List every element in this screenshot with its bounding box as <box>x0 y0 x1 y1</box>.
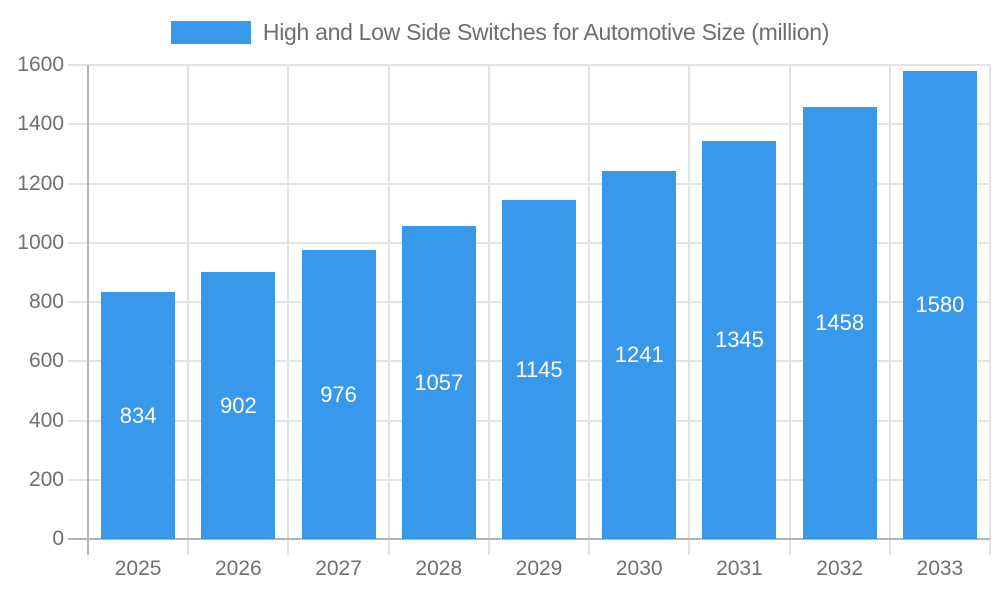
bar-2032: 1458 <box>802 107 877 539</box>
bar-value-label: 1580 <box>915 292 965 317</box>
bar-2031: 1345 <box>702 141 777 539</box>
bar-value-label: 834 <box>119 402 157 428</box>
y-tick-label: 400 <box>28 408 64 432</box>
x-grid-line <box>788 65 791 555</box>
bar-value-label: 1057 <box>414 369 464 395</box>
x-tick-label: 2029 <box>515 557 563 580</box>
y-tick-label: 0 <box>52 527 64 550</box>
bar-2033: 1580 <box>902 71 977 539</box>
x-grid-line <box>588 65 591 555</box>
bar-value-label: 1145 <box>515 356 563 382</box>
x-tick-label: 2027 <box>315 557 362 580</box>
x-tick-label: 2026 <box>214 557 262 580</box>
y-tick-label: 200 <box>28 467 64 491</box>
y-tick-label: 1400 <box>17 112 64 136</box>
bar-value-label: 902 <box>219 392 257 418</box>
bar-2028: 1057 <box>401 226 476 539</box>
bar-2025: 834 <box>101 292 176 539</box>
y-tick-label: 600 <box>28 349 64 373</box>
x-tick-label: 2033 <box>916 557 964 580</box>
bar-2029: 1145 <box>502 200 576 539</box>
x-grid-line <box>487 65 490 555</box>
bar-2030: 1241 <box>602 171 677 539</box>
x-grid-line <box>187 65 190 555</box>
x-tick-label: 2030 <box>615 557 663 580</box>
x-axis-line <box>68 538 990 540</box>
bar-value-label: 1458 <box>815 310 865 335</box>
x-tick-label: 2032 <box>816 557 864 580</box>
bar-value-label: 1241 <box>614 342 664 367</box>
y-axis-line <box>87 65 89 555</box>
x-grid-line <box>287 65 290 555</box>
x-grid-line <box>989 65 991 555</box>
x-tick-label: 2028 <box>415 557 463 580</box>
chart-title: High and Low Side Switches for Automotiv… <box>262 19 830 45</box>
chart-legend[interactable]: High and Low Side Switches for Automotiv… <box>0 19 1000 46</box>
bar-value-label: 1345 <box>714 327 764 352</box>
legend-swatch-icon <box>170 21 251 44</box>
x-tick-label: 2031 <box>716 557 763 580</box>
bar-value-label: 976 <box>320 381 357 407</box>
x-tick-label: 2025 <box>114 557 162 580</box>
y-grid-line <box>68 182 990 185</box>
y-tick-label: 1600 <box>17 53 64 76</box>
y-grid-line <box>68 64 990 66</box>
y-grid-line <box>68 123 990 126</box>
y-tick-label: 1000 <box>17 230 64 254</box>
x-grid-line <box>387 65 390 555</box>
bar-2026: 902 <box>201 272 276 539</box>
x-grid-line <box>888 65 891 555</box>
y-tick-label: 800 <box>28 290 64 313</box>
y-tick-label: 1200 <box>17 171 64 195</box>
x-grid-line <box>688 65 691 555</box>
bar-2027: 976 <box>301 250 376 539</box>
